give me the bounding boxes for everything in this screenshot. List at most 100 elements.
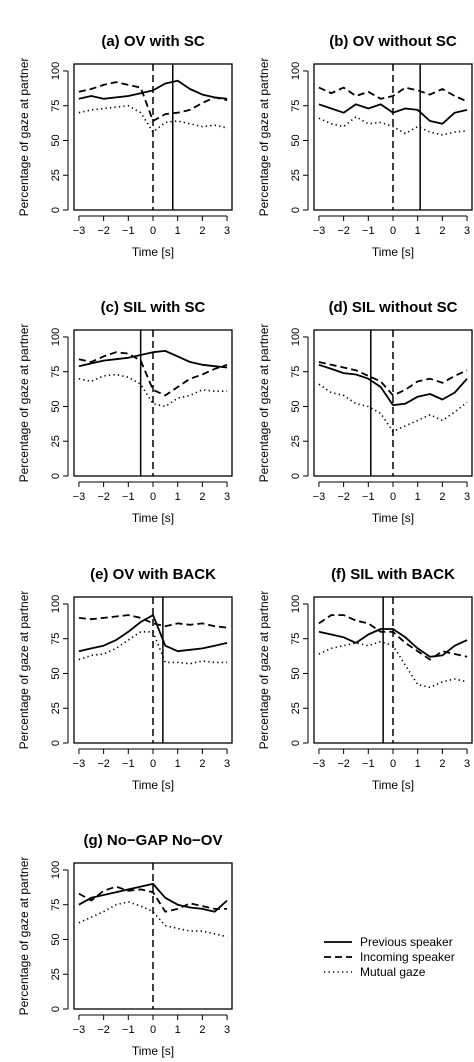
series-line-dashed (78, 885, 228, 913)
panel-title: (a) OV with SC (101, 33, 205, 50)
y-axis-label: Percentage of gaze at partner (17, 591, 31, 750)
series-line-solid (78, 614, 228, 653)
x-tick-label: 3 (224, 758, 230, 770)
y-tick-label: 50 (50, 667, 62, 679)
x-tick-label: 2 (439, 491, 445, 503)
x-tick-label: 2 (199, 1024, 205, 1036)
x-tick-label: −1 (122, 758, 135, 770)
x-tick-label: 3 (224, 491, 230, 503)
series-line-dashed (78, 614, 228, 629)
x-tick-label: −3 (313, 758, 326, 770)
panel-title: (b) OV without SC (329, 33, 457, 50)
x-tick-label: −3 (313, 491, 326, 503)
series-line-dotted (78, 104, 228, 133)
y-axis-label: Percentage of gaze at partner (17, 857, 31, 1016)
legend-label: Mutual gaze (360, 965, 426, 979)
y-axis-label: Percentage of gaze at partner (17, 324, 31, 483)
y-tick-label: 50 (50, 933, 62, 945)
panel-5: (f) SIL with BACK 0 25 50 75 100 −3 −2 −1 0 1 2 3 Tim… (257, 566, 473, 792)
x-tick-label: 1 (175, 758, 181, 770)
y-axis-label: Percentage of gaze at partner (17, 58, 31, 217)
y-tick-label: 100 (290, 62, 302, 80)
series-line-dotted (318, 640, 468, 689)
x-tick-label: −1 (122, 225, 135, 237)
x-tick-label: 1 (415, 758, 421, 770)
x-axis-label: Time [s] (372, 511, 414, 525)
series-line-solid (318, 103, 468, 125)
x-tick-label: −1 (362, 758, 375, 770)
y-tick-label: 50 (50, 400, 62, 412)
panel-title: (e) OV with BACK (90, 566, 216, 583)
y-tick-label: 25 (50, 435, 62, 447)
x-tick-label: −3 (313, 225, 326, 237)
y-tick-label: 25 (50, 968, 62, 980)
x-tick-label: 2 (199, 491, 205, 503)
x-axis-label: Time [s] (132, 245, 174, 259)
series-line-dotted (78, 901, 228, 938)
panel-title: (f) SIL with BACK (331, 566, 455, 583)
y-tick-label: 50 (290, 400, 302, 412)
x-tick-label: 1 (175, 225, 181, 237)
x-axis-label: Time [s] (132, 1044, 174, 1058)
x-tick-label: −2 (97, 758, 110, 770)
y-tick-label: 0 (290, 207, 302, 213)
x-tick-label: −3 (73, 1024, 86, 1036)
x-tick-label: −2 (97, 491, 110, 503)
series-line-dashed (318, 86, 468, 103)
panel-4: (e) OV with BACK 0 25 50 75 100 −3 −2 −1 0 1 2 3 Time… (17, 566, 233, 792)
series-line-solid (318, 363, 468, 407)
legend-label: Incoming speaker (360, 950, 455, 964)
x-tick-label: 3 (224, 225, 230, 237)
x-tick-label: 3 (464, 491, 470, 503)
y-tick-label: 50 (290, 667, 302, 679)
y-tick-label: 50 (50, 134, 62, 146)
y-tick-label: 25 (290, 702, 302, 714)
series-line-dashed (78, 351, 228, 397)
panel-title: (g) No−GAP No−OV (84, 832, 223, 849)
y-tick-label: 0 (50, 207, 62, 213)
y-tick-label: 0 (290, 473, 302, 479)
x-axis-label: Time [s] (132, 778, 174, 792)
x-tick-label: 0 (150, 225, 156, 237)
panel-3: (d) SIL without SC 0 25 50 75 100 −3 −2 −1 0 1 2 3 Ti… (257, 299, 473, 525)
y-tick-label: 100 (50, 62, 62, 80)
y-tick-label: 100 (50, 595, 62, 613)
series-line-dashed (318, 614, 468, 661)
x-axis-label: Time [s] (372, 778, 414, 792)
legend-label: Previous speaker (360, 935, 453, 949)
series-line-dotted (78, 630, 228, 665)
panel-2: (c) SIL with SC 0 25 50 75 100 −3 −2 −1 0 1 2 3 Time … (17, 299, 233, 525)
y-tick-label: 100 (50, 328, 62, 346)
panel-title: (c) SIL with SC (101, 299, 206, 316)
y-tick-label: 0 (50, 740, 62, 746)
series-line-dotted (318, 383, 468, 433)
y-axis-label: Percentage of gaze at partner (257, 58, 271, 217)
x-tick-label: 1 (415, 225, 421, 237)
x-axis-label: Time [s] (132, 511, 174, 525)
y-axis-label: Percentage of gaze at partner (257, 324, 271, 483)
x-tick-label: 1 (175, 491, 181, 503)
series-line-solid (78, 349, 228, 369)
x-tick-label: −2 (97, 225, 110, 237)
x-tick-label: 0 (150, 1024, 156, 1036)
x-tick-label: 1 (415, 491, 421, 503)
y-tick-label: 75 (50, 899, 62, 911)
x-axis-label: Time [s] (372, 245, 414, 259)
x-tick-label: 3 (464, 225, 470, 237)
y-tick-label: 75 (50, 100, 62, 112)
x-tick-label: 2 (439, 225, 445, 237)
y-tick-label: 25 (50, 169, 62, 181)
x-tick-label: −2 (337, 758, 350, 770)
y-tick-label: 75 (290, 100, 302, 112)
panel-title: (d) SIL without SC (329, 299, 458, 316)
x-tick-label: −1 (122, 1024, 135, 1036)
x-tick-label: −2 (337, 491, 350, 503)
y-tick-label: 0 (50, 473, 62, 479)
y-tick-label: 25 (50, 702, 62, 714)
y-tick-label: 100 (50, 861, 62, 879)
x-tick-label: 0 (150, 491, 156, 503)
x-tick-label: 3 (224, 1024, 230, 1036)
x-tick-label: −2 (337, 225, 350, 237)
series-line-solid (78, 79, 228, 100)
